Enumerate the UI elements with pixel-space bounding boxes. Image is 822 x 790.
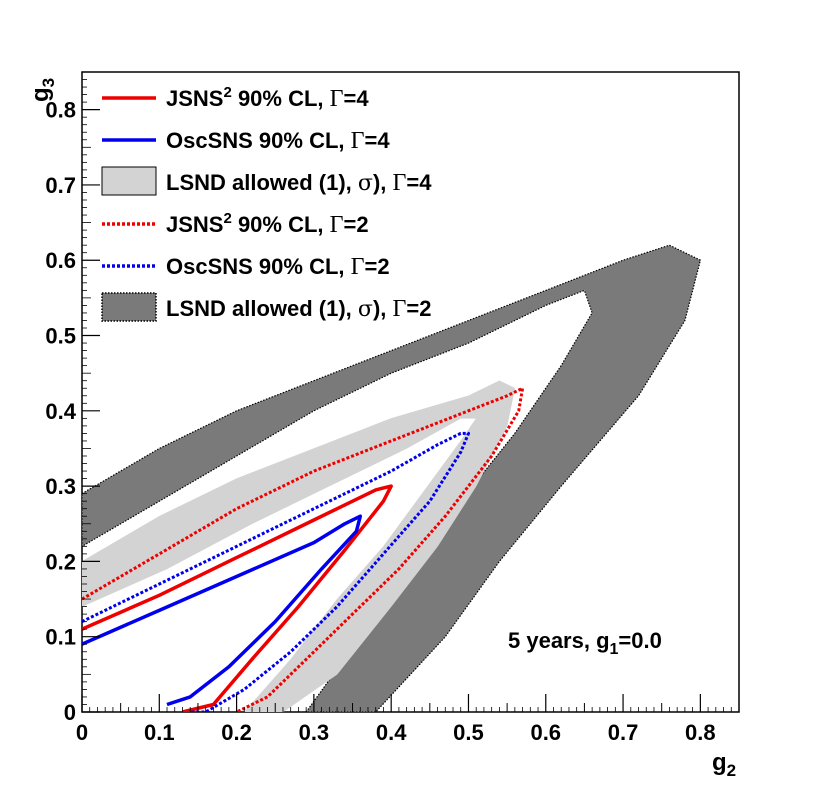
y-tick-label: 0.8 bbox=[45, 98, 76, 123]
y-tick-label: 0.1 bbox=[45, 625, 76, 650]
legend-item-osc4: OscSNS 90% CL, Γ=4 bbox=[102, 128, 390, 154]
x-tick-label: 0.8 bbox=[685, 720, 716, 745]
legend-swatch bbox=[101, 292, 157, 322]
band-lsnd4 bbox=[82, 380, 516, 712]
x-tick-label: 0 bbox=[76, 720, 88, 745]
annotation-text: 5 years, g1=0.0 bbox=[508, 628, 662, 658]
x-tick-label: 0.2 bbox=[221, 720, 252, 745]
x-tick-label: 0.4 bbox=[376, 720, 407, 745]
y-tick-label: 0.4 bbox=[45, 399, 76, 424]
line-jsns4 bbox=[82, 484, 393, 712]
x-axis: 0 0.1 0.2 0.3 0.4 0.5 0.6 0.7 0.8 bbox=[76, 694, 732, 745]
band-lsnd2 bbox=[82, 244, 702, 712]
y-tick-label: 0.7 bbox=[45, 173, 76, 198]
x-tick-label: 0.5 bbox=[453, 720, 484, 745]
legend-label: LSND allowed (1), σ), Γ=2 bbox=[166, 296, 431, 322]
legend-label: OscSNS 90% CL, Γ=4 bbox=[166, 128, 390, 154]
y-tick-label: 0.2 bbox=[45, 549, 76, 574]
legend-swatch bbox=[101, 166, 157, 196]
x-axis-title: g2 bbox=[712, 749, 736, 780]
legend-label: JSNS2 90% CL, Γ=2 bbox=[166, 210, 369, 238]
x-tick-label: 0.7 bbox=[608, 720, 639, 745]
legend-item-lsnd2: LSND allowed (1), σ), Γ=2 bbox=[101, 292, 431, 322]
y-axis: 0 0.1 0.2 0.3 0.4 0.5 0.6 0.7 0.8 bbox=[45, 79, 100, 725]
line-jsns2 bbox=[82, 386, 525, 712]
y-tick-label: 0.3 bbox=[45, 474, 76, 499]
legend-label: JSNS2 90% CL, Γ=4 bbox=[166, 84, 369, 112]
lines-layer bbox=[82, 386, 525, 712]
x-tick-label: 0.1 bbox=[144, 720, 175, 745]
x-tick-label: 0.3 bbox=[299, 720, 330, 745]
bands-layer bbox=[82, 244, 702, 712]
legend: JSNS2 90% CL, Γ=4 OscSNS 90% CL, Γ=4 LSND … bbox=[101, 84, 432, 322]
legend-item-jsns4: JSNS2 90% CL, Γ=4 bbox=[102, 84, 369, 112]
x-tick-label: 0.6 bbox=[530, 720, 561, 745]
y-tick-label: 0.5 bbox=[45, 324, 76, 349]
y-axis-title: g3 bbox=[27, 78, 58, 102]
legend-label: OscSNS 90% CL, Γ=2 bbox=[166, 254, 390, 280]
legend-item-jsns2: JSNS2 90% CL, Γ=2 bbox=[102, 210, 369, 238]
line-osc2 bbox=[82, 431, 470, 712]
y-tick-label: 0 bbox=[64, 700, 76, 725]
legend-item-lsnd4: LSND allowed (1), σ), Γ=4 bbox=[101, 166, 432, 196]
y-tick-label: 0.6 bbox=[45, 248, 76, 273]
line-osc4 bbox=[82, 514, 363, 707]
legend-label: LSND allowed (1), σ), Γ=4 bbox=[166, 170, 432, 196]
legend-item-osc2: OscSNS 90% CL, Γ=2 bbox=[102, 254, 390, 280]
